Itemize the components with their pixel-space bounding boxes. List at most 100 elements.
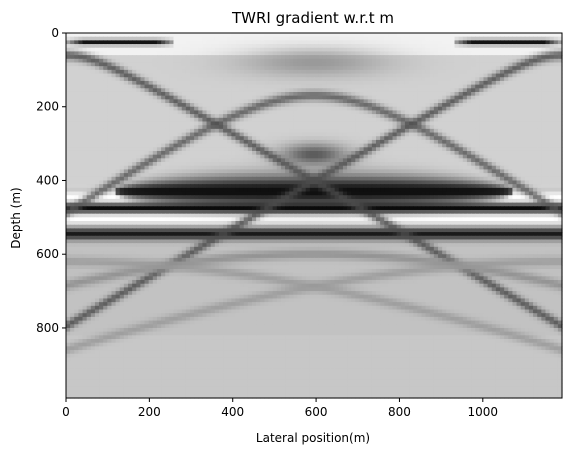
heatmap-cell: [140, 121, 146, 126]
heatmap-cell: [305, 91, 311, 97]
heatmap-cell: [198, 125, 203, 130]
heatmap-cell: [466, 147, 472, 152]
heatmap-cell: [495, 36, 501, 41]
heatmap-cell: [165, 44, 170, 49]
heatmap-cell: [136, 158, 141, 163]
heatmap-cell: [442, 176, 447, 182]
heatmap-cell: [429, 91, 435, 97]
heatmap-cell: [363, 77, 369, 82]
heatmap-cell: [541, 40, 547, 45]
heatmap-cell: [198, 80, 203, 86]
heatmap-cell: [541, 91, 547, 97]
heatmap-cell: [326, 91, 332, 97]
heatmap-cell: [404, 40, 410, 45]
heatmap-cell: [413, 169, 418, 174]
heatmap-cell: [487, 73, 493, 78]
heatmap-cell: [330, 95, 336, 100]
heatmap-cell: [491, 40, 497, 45]
heatmap-cell: [289, 110, 294, 115]
heatmap-cell: [557, 143, 563, 148]
heatmap-cell: [128, 47, 133, 53]
heatmap-cell: [471, 150, 476, 156]
heatmap-cell: [413, 91, 418, 97]
heatmap-cell: [119, 184, 125, 189]
heatmap-cell: [272, 33, 278, 38]
heatmap-cell: [384, 58, 389, 64]
heatmap-cell: [119, 33, 125, 38]
heatmap-cell: [297, 150, 303, 156]
heatmap-cell: [438, 33, 443, 38]
heatmap-cell: [78, 58, 84, 64]
heatmap-cell: [417, 132, 423, 137]
heatmap-cell: [516, 55, 522, 60]
heatmap-cell: [528, 147, 534, 152]
heatmap-cell: [123, 125, 129, 130]
heatmap-cell: [165, 84, 170, 89]
heatmap-cell: [512, 165, 518, 171]
heatmap-cell: [301, 69, 307, 75]
heatmap-cell: [396, 139, 402, 145]
heatmap-cell: [276, 47, 282, 53]
heatmap-cell: [396, 173, 402, 178]
heatmap-cell: [305, 44, 311, 49]
heatmap-cell: [194, 106, 199, 112]
heatmap-cell: [549, 110, 555, 115]
heatmap-cell: [322, 106, 327, 112]
heatmap-cell: [161, 180, 166, 185]
heatmap-cell: [376, 40, 381, 45]
heatmap-cell: [173, 88, 179, 93]
heatmap-cell: [293, 44, 299, 49]
heatmap-cell: [293, 77, 299, 82]
heatmap-cell: [276, 165, 282, 171]
heatmap-cell: [115, 139, 121, 145]
heatmap-cell: [326, 84, 332, 89]
heatmap-cell: [533, 136, 538, 141]
heatmap-cell: [471, 69, 476, 75]
heatmap-cell: [94, 55, 100, 60]
heatmap-cell: [351, 66, 356, 71]
heatmap-cell: [107, 47, 113, 53]
heatmap-cell: [508, 47, 513, 53]
heatmap-cell: [338, 154, 344, 159]
heatmap-cell: [173, 84, 179, 89]
heatmap-cell: [475, 103, 480, 108]
heatmap-cell: [185, 150, 191, 156]
heatmap-cell: [417, 33, 423, 38]
heatmap-cell: [326, 36, 332, 41]
heatmap-cell: [376, 47, 381, 53]
heatmap-cell: [326, 158, 332, 163]
heatmap-cell: [334, 84, 340, 89]
heatmap-cell: [466, 139, 472, 145]
heatmap-cell: [557, 47, 563, 53]
heatmap-cell: [90, 114, 96, 119]
heatmap-cell: [293, 158, 299, 163]
heatmap-cell: [462, 99, 468, 104]
heatmap-cell: [99, 165, 104, 171]
heatmap-cell: [103, 117, 108, 123]
heatmap-cell: [396, 88, 402, 93]
heatmap-cell: [363, 51, 369, 56]
heatmap-cell: [504, 169, 509, 174]
heatmap-cell: [185, 128, 191, 134]
heatmap-cell: [309, 99, 315, 104]
heatmap-cell: [198, 154, 203, 159]
heatmap-cell: [223, 136, 228, 141]
heatmap-cell: [132, 99, 137, 104]
heatmap-cell: [433, 136, 439, 141]
heatmap-cell: [479, 125, 485, 130]
heatmap-cell: [280, 58, 286, 64]
heatmap-cell: [425, 165, 431, 171]
heatmap-cell: [454, 99, 460, 104]
heatmap-cell: [256, 132, 261, 137]
heatmap-cell: [384, 180, 389, 185]
heatmap-cell: [508, 154, 513, 159]
heatmap-cell: [285, 165, 290, 171]
heatmap-cell: [144, 84, 150, 89]
heatmap-cell: [334, 44, 340, 49]
heatmap-cell: [227, 69, 232, 75]
heatmap-cell: [280, 106, 286, 112]
heatmap-cell: [363, 132, 369, 137]
heatmap-cell: [144, 62, 150, 67]
heatmap-cell: [264, 66, 270, 71]
heatmap-cell: [471, 77, 476, 82]
